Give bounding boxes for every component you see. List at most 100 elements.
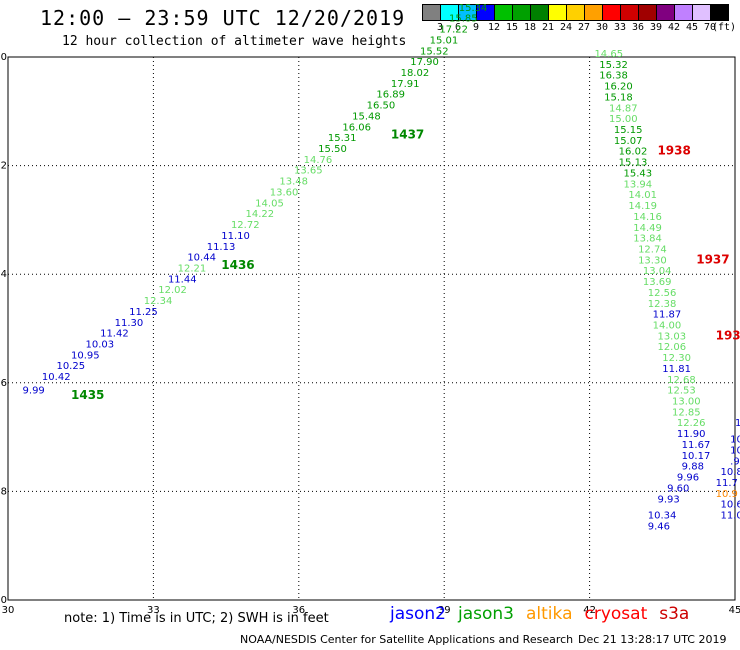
cryosat-swh-value: 12.30 bbox=[662, 353, 691, 364]
legend-label: 24 bbox=[559, 22, 573, 33]
legend-label: 9 bbox=[472, 22, 480, 33]
cryosat-swh-value: 11.67 bbox=[682, 440, 711, 451]
jason3-swh-value: 14.76 bbox=[304, 155, 333, 166]
cryosat-swh-value: 13.04 bbox=[643, 266, 672, 277]
jason3-swh-value: 17.22 bbox=[439, 25, 468, 36]
footer: NOAA/NESDIS Center for Satellite Applica… bbox=[240, 633, 726, 646]
satellite-altika: altika bbox=[526, 604, 573, 624]
cryosat-swh-value: 13.69 bbox=[643, 277, 672, 288]
legend-label: 42 bbox=[667, 22, 681, 33]
jason2-swh-value: 11.0 bbox=[720, 511, 740, 522]
jason3-swh-value: 15.01 bbox=[430, 35, 459, 46]
y-tick-label: -50 bbox=[0, 52, 7, 63]
plot-frame bbox=[7, 56, 736, 601]
jason3-swh-value: 12.21 bbox=[178, 263, 207, 274]
cryosat-time-label: 193 bbox=[716, 328, 740, 342]
jason3-swh-value: 10.25 bbox=[56, 361, 85, 372]
jason3-swh-value: 10.03 bbox=[86, 340, 115, 351]
jason3-swh-value: 14.22 bbox=[245, 209, 274, 220]
legend-label: 6 bbox=[454, 22, 462, 33]
jason3-swh-value: 15.34 bbox=[459, 3, 488, 14]
jason3-swh-value: 17.91 bbox=[391, 79, 420, 90]
cryosat-swh-value: 14.87 bbox=[609, 103, 638, 114]
cryosat-swh-value: 15.18 bbox=[604, 92, 633, 103]
cryosat-swh-value: 14.00 bbox=[653, 321, 682, 332]
cryosat-swh-value: 16.02 bbox=[619, 147, 648, 158]
jason3-swh-value: 11.25 bbox=[129, 307, 158, 318]
jason3-swh-value: 12.72 bbox=[231, 220, 260, 231]
color-legend bbox=[422, 4, 729, 21]
y-tick-label: -52 bbox=[0, 161, 7, 172]
cryosat-swh-value: 13.30 bbox=[638, 255, 667, 266]
jason3-swh-value: 11.42 bbox=[100, 329, 129, 340]
x-tick-label: 45 bbox=[729, 605, 740, 616]
jason2-swh-value: .93 bbox=[730, 456, 740, 467]
cryosat-time-label: 1937 bbox=[696, 252, 729, 266]
cryosat-swh-value: 12.06 bbox=[657, 342, 686, 353]
map-subtitle: 12 hour collection of altimeter wave hei… bbox=[62, 34, 407, 49]
satellite-s3a: s3a bbox=[659, 604, 690, 624]
cryosat-time-label: 1938 bbox=[657, 144, 690, 158]
cryosat-swh-value: 13.00 bbox=[672, 397, 701, 408]
cryosat-swh-value: 11.90 bbox=[677, 429, 706, 440]
cryosat-swh-value: 12.53 bbox=[667, 386, 696, 397]
cryosat-swh-value: 12.74 bbox=[638, 244, 667, 255]
jason3-swh-value: 15.85 bbox=[449, 14, 478, 25]
jason3-swh-value: 13.60 bbox=[270, 187, 299, 198]
cryosat-swh-value: 13.03 bbox=[657, 331, 686, 342]
legend-swatch bbox=[710, 4, 729, 21]
jason3-swh-value: 12.02 bbox=[158, 285, 187, 296]
units-note: note: 1) Time is in UTC; 2) SWH is in fe… bbox=[64, 611, 329, 626]
cryosat-swh-value: 14.65 bbox=[594, 49, 623, 60]
cryosat-swh-value: 10.34 bbox=[648, 511, 677, 522]
jason3-swh-value: 13.48 bbox=[279, 177, 308, 188]
jason3-swh-value: 11.13 bbox=[207, 242, 236, 253]
legend-label: 70 bbox=[703, 22, 717, 33]
cryosat-swh-value: 13.94 bbox=[624, 179, 653, 190]
x-tick-label: 33 bbox=[147, 605, 160, 616]
satellite-jason3: jason3 bbox=[458, 604, 514, 624]
cryosat-swh-value: 14.01 bbox=[628, 190, 657, 201]
y-tick-label: -54 bbox=[0, 269, 7, 280]
x-tick-label: 39 bbox=[438, 605, 451, 616]
jason3-swh-value: 16.89 bbox=[376, 90, 405, 101]
jason3-swh-value: 10.42 bbox=[42, 372, 71, 383]
legend-label: 18 bbox=[523, 22, 537, 33]
legend-label: 30 bbox=[595, 22, 609, 33]
jason2-swh-value: 10.9 bbox=[716, 489, 738, 500]
jason3-swh-value: 17.90 bbox=[410, 57, 439, 68]
cryosat-swh-value: 13.84 bbox=[633, 234, 662, 245]
legend-label: 27 bbox=[577, 22, 591, 33]
legend-label: 45 bbox=[685, 22, 699, 33]
cryosat-swh-value: 16.20 bbox=[604, 82, 633, 93]
jason3-swh-value: 16.44 bbox=[468, 0, 497, 3]
x-tick-label: 36 bbox=[292, 605, 305, 616]
cryosat-swh-value: 15.13 bbox=[619, 158, 648, 169]
jason2-swh-value: 10 bbox=[735, 418, 740, 429]
cryosat-swh-value: 11.81 bbox=[662, 364, 691, 375]
jason3-swh-value: 10.44 bbox=[187, 253, 216, 264]
legend-label: 21 bbox=[541, 22, 555, 33]
x-tick-label: 30 bbox=[2, 605, 15, 616]
satellite-cryosat: cryosat bbox=[584, 604, 648, 624]
jason3-swh-value: 13.65 bbox=[294, 166, 323, 177]
jason3-swh-value: 11.44 bbox=[168, 274, 197, 285]
jason3-time-label: 1437 bbox=[391, 127, 424, 141]
legend-label: 39 bbox=[649, 22, 663, 33]
jason3-swh-value: 15.52 bbox=[420, 46, 449, 57]
cryosat-swh-value: 15.43 bbox=[624, 168, 653, 179]
cryosat-swh-value: 12.56 bbox=[648, 288, 677, 299]
jason2-swh-value: 10.6 bbox=[720, 500, 740, 511]
jason3-swh-value: 15.31 bbox=[328, 133, 357, 144]
cryosat-swh-value: 9.93 bbox=[657, 494, 679, 505]
jason3-swh-value: 15.48 bbox=[352, 111, 381, 122]
cryosat-swh-value: 15.07 bbox=[614, 136, 643, 147]
satellite-jason2: jason2 bbox=[390, 604, 446, 624]
color-legend-labels: 3 6 9 12 15 18 21 24 27 30 33 36 39 42 45 70 (ft) bbox=[422, 22, 740, 34]
legend-label: 36 bbox=[631, 22, 645, 33]
cryosat-swh-value: 9.46 bbox=[648, 521, 670, 532]
cryosat-swh-value: 16.38 bbox=[599, 71, 628, 82]
jason3-time-label: 1435 bbox=[71, 388, 104, 402]
jason2-swh-value: 10.8 bbox=[720, 467, 740, 478]
